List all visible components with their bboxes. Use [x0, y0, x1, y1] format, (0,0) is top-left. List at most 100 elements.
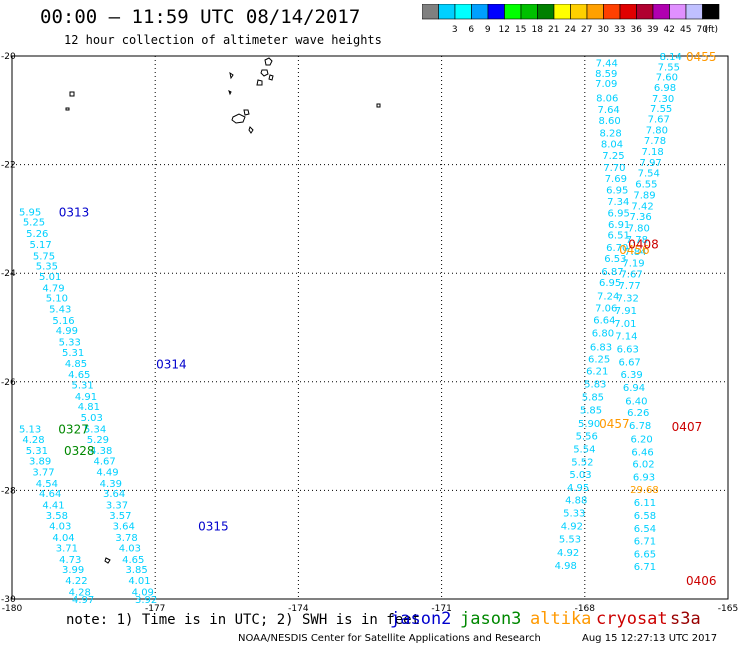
wave-height-label: 5.01 — [39, 272, 61, 283]
wave-height-label: 7.42 — [631, 201, 653, 212]
wave-height-label: 4.22 — [65, 576, 87, 587]
wave-height-label: 5.35 — [36, 262, 58, 273]
wave-height-label: 6.98 — [654, 83, 676, 94]
coastline-outline — [243, 109, 250, 116]
wave-height-label: 6.83 — [590, 343, 612, 354]
wave-height-label: 7.32 — [617, 294, 639, 305]
x-tick-label: -168 — [575, 604, 596, 614]
wave-height-label: 7.91 — [615, 306, 637, 317]
legend-tick-label: 9 — [485, 25, 491, 35]
coastline-outline — [248, 126, 254, 134]
legend-tick-label: 18 — [532, 25, 544, 35]
wave-height-label: 6.95 — [606, 186, 628, 197]
legend-tick-label: 15 — [515, 25, 526, 35]
wave-height-label: 6.80 — [592, 328, 614, 339]
legend-tick-label: 3 — [452, 25, 458, 35]
wave-height-label: 7.30 — [652, 94, 674, 105]
wave-height-label: 6.95 — [608, 208, 630, 219]
wave-height-label: 6.54 — [634, 524, 656, 535]
wave-height-label: 5.17 — [30, 240, 52, 251]
wave-height-label: 4.39 — [100, 479, 122, 490]
pass-time-label: 0327 — [58, 422, 89, 436]
satellite-key-s3a: s3a — [670, 609, 701, 629]
legend-tick-label: 24 — [565, 25, 577, 35]
pass-time-label: 0456 — [619, 243, 650, 257]
wave-height-label: 8.60 — [598, 116, 620, 127]
pass-time-label: 0313 — [59, 205, 90, 219]
wave-height-label: 8.06 — [596, 93, 618, 104]
wave-height-label: 7.19 — [622, 258, 644, 269]
wave-height-label: 4.03 — [119, 543, 141, 554]
pass-time-label: 0457 — [599, 417, 630, 431]
pass-time-label: 0408 — [628, 237, 659, 251]
wave-height-label: 8.59 — [595, 69, 617, 80]
wave-height-label: 7.67 — [620, 270, 642, 281]
wave-height-label: 4.91 — [75, 392, 97, 403]
wave-height-label: 6.65 — [634, 549, 656, 560]
satellite-key-cryosat: cryosat — [596, 609, 668, 629]
wave-height-label: 7.78 — [644, 136, 666, 147]
wave-height-label: 6.26 — [627, 408, 649, 419]
wave-height-label: 7.01 — [614, 319, 636, 330]
wave-height-label: 4.64 — [39, 489, 61, 500]
wave-height-label: 6.91 — [608, 220, 630, 231]
wave-height-label: 7.60 — [656, 73, 678, 84]
coastline-outline — [376, 103, 381, 108]
wave-height-label: 5.29 — [87, 435, 109, 446]
wave-height-label: 7.80 — [646, 125, 668, 136]
wave-height-label: 3.71 — [56, 543, 78, 554]
x-tick-label: -177 — [145, 604, 165, 614]
wave-height-label: 8.04 — [601, 139, 623, 150]
wave-height-label: 7.36 — [630, 212, 652, 223]
wave-height-label: 7.18 — [641, 147, 663, 158]
pass-time-label: 0455 — [686, 50, 717, 64]
timestamp-text: Aug 15 12:27:13 UTC 2017 — [582, 633, 718, 644]
wave-height-label: 6.11 — [634, 498, 656, 509]
legend-swatch — [702, 4, 720, 20]
wave-height-label: 5.16 — [52, 316, 74, 327]
wave-height-label: 5.10 — [46, 294, 68, 305]
legend-tick-label: 70 — [697, 25, 709, 35]
wave-height-label: 6.53 — [604, 254, 626, 265]
pass-time-label: 0315 — [198, 520, 229, 534]
wave-height-label: 7.09 — [595, 79, 617, 90]
wave-height-label: 3.37 — [106, 501, 128, 512]
wave-height-label: 5.95 — [19, 207, 41, 218]
wave-height-label: 7.14 — [615, 332, 637, 343]
wave-height-label: 4.85 — [65, 359, 87, 370]
wave-height-label: 4.49 — [96, 467, 118, 478]
wave-height-label: 4.01 — [128, 576, 150, 587]
wave-height-label: 5.31 — [62, 348, 84, 359]
wave-height-label: 8.14 — [660, 52, 682, 63]
color-legend: 3 6 9 12 15 18 21 24 27 30 33 36 39 42 45 70(ft) — [422, 4, 720, 35]
x-tick-label: -165 — [718, 604, 738, 614]
wave-height-label: 3.64 — [103, 489, 125, 500]
pass-time-label: 0328 — [64, 444, 95, 458]
wave-height-label: 6.21 — [586, 366, 608, 377]
wave-height-label: 6.20 — [630, 434, 652, 445]
wave-height-label: 7.97 — [640, 158, 662, 169]
plot-frame — [11, 55, 729, 600]
wave-height-label: 4.09 — [132, 587, 154, 598]
wave-height-label: 6.71 — [634, 562, 656, 573]
legend-tick-label: 12 — [499, 25, 510, 35]
y-tick-label: -26 — [1, 378, 16, 388]
coastline-outline — [231, 113, 246, 124]
wave-height-label: 5.13 — [19, 424, 41, 435]
wave-height-label: 7.70 — [603, 163, 625, 174]
wave-height-label: 6.67 — [619, 358, 641, 369]
x-tick-label: -174 — [288, 604, 309, 614]
legend-tick-label: 42 — [664, 25, 675, 35]
coastline-outline — [256, 79, 263, 86]
wave-height-label: 6.70 — [606, 243, 628, 254]
wave-height-label: 3.78 — [115, 533, 137, 544]
wave-height-label: 5.83 — [584, 379, 606, 390]
wave-height-label: 7.06 — [595, 303, 617, 314]
wave-height-label: 3.57 — [109, 511, 131, 522]
legend-tick-label: 36 — [631, 25, 643, 35]
wave-height-label: 7.54 — [638, 169, 660, 180]
wave-height-label: 5.85 — [582, 392, 604, 403]
wave-height-label: 5.54 — [573, 445, 595, 456]
pass-time-label: 0407 — [672, 420, 703, 434]
wave-height-label: 6.64 — [593, 315, 615, 326]
